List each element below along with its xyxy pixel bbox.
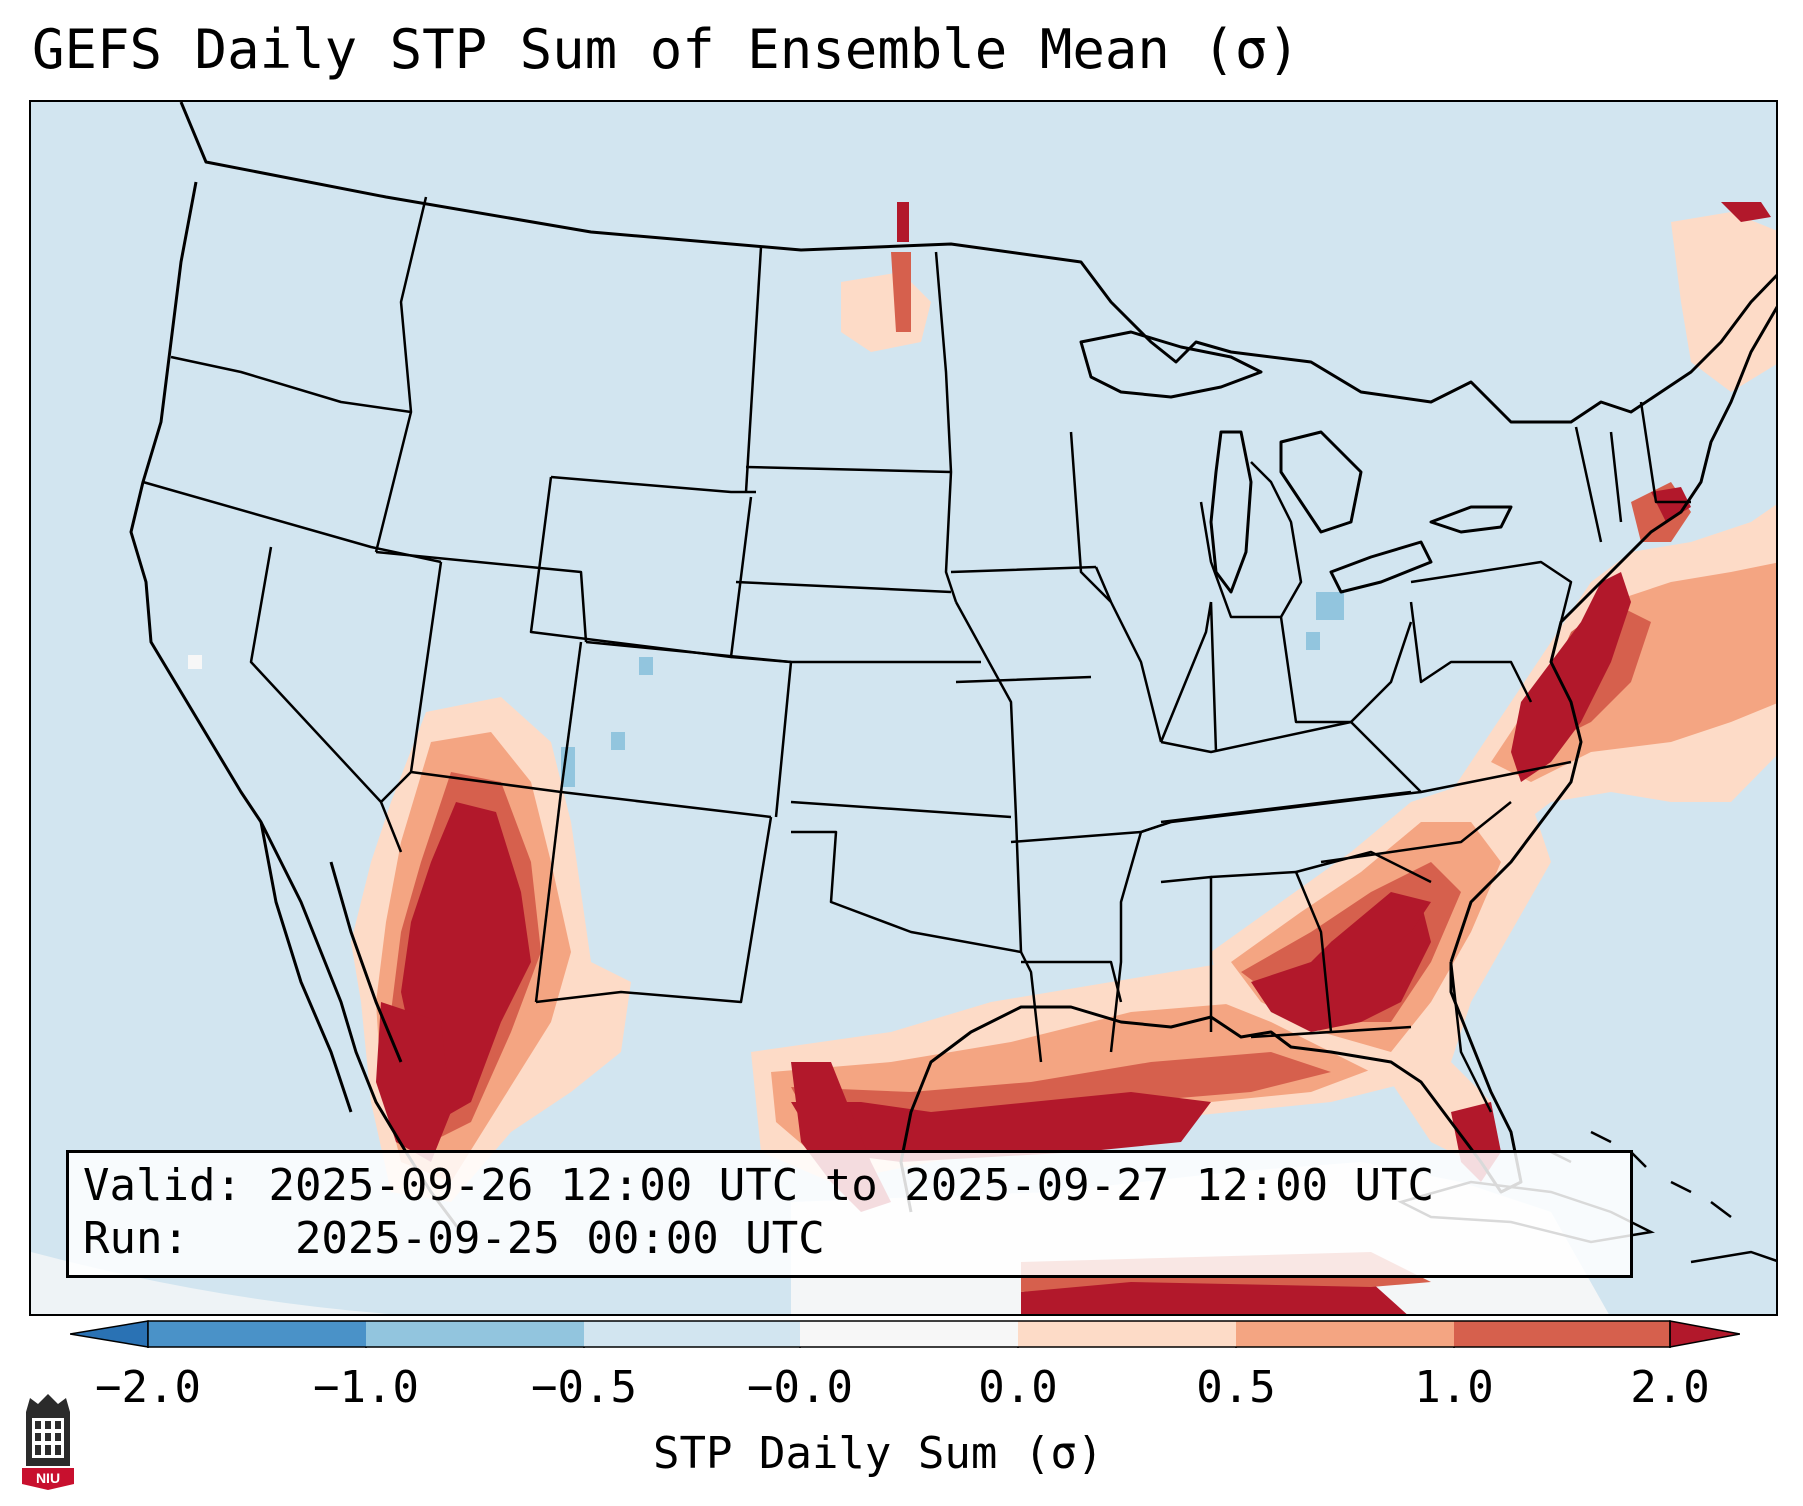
mi-peninsula: [1199, 461, 1303, 619]
pa-ny: [1410, 560, 1573, 623]
ut-wy-id: [375, 550, 588, 643]
co-box: [585, 640, 793, 818]
nd-extreme: [897, 202, 909, 242]
colorbar-tick-label: 1.0: [1414, 1362, 1494, 1413]
fl-peninsula: [1449, 961, 1493, 1113]
lake-michigan: [1209, 430, 1253, 594]
se-extreme-sc: [1331, 892, 1431, 962]
ne-ks-ok: [730, 655, 1022, 954]
nm-tx: [535, 816, 773, 1004]
colorbar-tick-label: −1.0: [313, 1362, 419, 1413]
stp-shading: [31, 202, 1776, 1314]
al-ga-fl: [1210, 870, 1412, 1039]
maritimes-light: [1671, 212, 1776, 392]
ga-sc-nc: [1295, 801, 1512, 884]
atlantic-coastline: [1449, 305, 1776, 963]
ks-mo-ok-east: [954, 601, 1023, 953]
colorbar-over-arrow: [1669, 1320, 1740, 1348]
colorbar-tick-label: 0.5: [1196, 1362, 1276, 1413]
nd-light: [841, 272, 931, 352]
map-panel: [29, 100, 1778, 1316]
wy-mt: [550, 475, 756, 494]
hispaniola: [1690, 1250, 1776, 1264]
co-neg-3: [639, 657, 653, 675]
colorbar-bin-2: [366, 1321, 584, 1347]
colorbar-tick-label: 0.0: [978, 1362, 1058, 1413]
id-mt: [374, 196, 428, 553]
logo-text: NIU: [36, 1470, 60, 1486]
mn-ia-wi: [950, 431, 1112, 603]
nv-white: [188, 655, 202, 669]
colorbar-tick-label: −0.0: [747, 1362, 853, 1413]
dakotas-east: [934, 251, 958, 603]
nd-strong: [891, 252, 911, 332]
lake-superior: [1079, 330, 1263, 399]
lake-ontario: [1429, 505, 1513, 534]
colorbar-bin-7: [1454, 1321, 1670, 1347]
colorbar-tick-label: 2.0: [1630, 1362, 1710, 1413]
erie-neg: [1316, 592, 1344, 620]
valid-time-box: Valid: 2025-09-26 12:00 UTC to 2025-09-2…: [66, 1150, 1633, 1278]
co-neg-2: [611, 732, 625, 750]
oh-pa-wv: [1409, 601, 1533, 703]
ut-co: [559, 641, 583, 793]
state-lines: [142, 196, 1691, 1113]
ia-mo-il: [955, 566, 1163, 743]
run-label: Run:: [83, 1213, 189, 1264]
colorbar-tick-label: −2.0: [95, 1362, 201, 1413]
us-canada-border: [179, 102, 1776, 424]
wa-or: [170, 355, 412, 414]
niu-logo: NIU: [22, 1394, 74, 1490]
near-zero-haze-sw: [31, 1252, 390, 1314]
gulf-extreme: [791, 1092, 1211, 1162]
gulf-coastline: [899, 962, 1523, 1213]
pacific-coastline: [129, 181, 463, 1233]
lake-huron: [1279, 430, 1363, 534]
new-england-extreme: [1651, 487, 1691, 522]
colorbar-bin-3: [584, 1321, 800, 1347]
colorbar-label: STP Daily Sum (σ): [653, 1428, 1104, 1479]
nd-sd-ne: [735, 465, 952, 594]
colorbar-bin-5: [1018, 1321, 1236, 1347]
or-ca-nv-id: [142, 480, 442, 564]
mt-nd: [744, 246, 763, 493]
mo-ar-la: [1010, 820, 1172, 1003]
colorbar-outline: [147, 1320, 1671, 1348]
az-nm: [534, 791, 563, 1003]
ar-ms-la: [1109, 831, 1143, 1053]
ny-vt-nh-me: [1574, 401, 1691, 543]
maritimes-extreme: [1721, 202, 1771, 222]
colorbar-tick-label: −0.5: [531, 1362, 637, 1413]
sw-extreme-coast: [376, 1002, 451, 1162]
ca-nv: [249, 546, 403, 853]
political-boundaries: [129, 102, 1776, 1233]
map-canvas: [31, 102, 1776, 1314]
oh-neg: [1306, 632, 1320, 650]
colorbar: [70, 1320, 1740, 1348]
tx-east: [1019, 951, 1043, 1063]
midatlantic-extreme: [1511, 572, 1631, 782]
lake-erie: [1329, 540, 1433, 594]
run-time: 2025-09-25 00:00 UTC: [294, 1213, 825, 1264]
valid-label: Valid:: [83, 1160, 242, 1211]
colorbar-bin-1: [148, 1321, 366, 1347]
colorbar-under-arrow: [70, 1320, 149, 1348]
map-title: GEFS Daily STP Sum of Ensemble Mean (σ): [32, 18, 1300, 81]
il-in-oh: [1159, 601, 1413, 753]
valid-time-range: 2025-09-26 12:00 UTC to 2025-09-27 12:00…: [268, 1160, 1435, 1211]
wy-box: [529, 476, 753, 659]
colorbar-bin-4: [800, 1321, 1018, 1347]
colorbar-bin-6: [1236, 1321, 1454, 1347]
baja-peninsula: [259, 821, 403, 1113]
